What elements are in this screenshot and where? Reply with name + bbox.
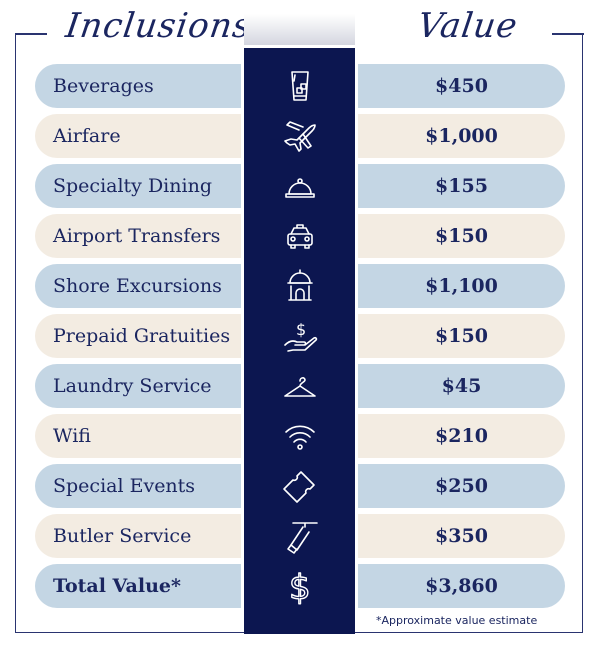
frame-top-right-line [552, 33, 584, 35]
inclusion-label-butler-service: Butler Service [35, 514, 241, 558]
value-shore-excursions: $1,100 [358, 264, 565, 308]
value-airport-transfers: $150 [358, 214, 565, 258]
butler-tray-icon [274, 514, 326, 558]
value-airfare: $1,000 [358, 114, 565, 158]
landmark-icon [274, 264, 326, 308]
glass-ice-icon [274, 64, 326, 108]
inclusion-label-shore-excursions: Shore Excursions [35, 264, 241, 308]
inclusion-label-airport-transfers: Airport Transfers [35, 214, 241, 258]
inclusion-label-specialty-dining: Specialty Dining [35, 164, 241, 208]
inclusion-label-laundry-service: Laundry Service [35, 364, 241, 408]
value-prepaid-gratuities: $150 [358, 314, 565, 358]
value-special-events: $250 [358, 464, 565, 508]
value-wifi: $210 [358, 414, 565, 458]
ticket-icon [274, 464, 326, 508]
icon-column [244, 48, 355, 634]
inclusion-label-airfare: Airfare [35, 114, 241, 158]
inclusions-heading: Inclusions [63, 6, 255, 46]
inclusion-label-wifi: Wifi [35, 414, 241, 458]
inclusion-label-special-events: Special Events [35, 464, 241, 508]
value-heading: Value [415, 6, 521, 46]
frame-top-left-line [15, 33, 47, 35]
hand-dollar-icon: $ [274, 314, 326, 358]
value-total-value: $3,860 [358, 564, 565, 608]
value-specialty-dining: $155 [358, 164, 565, 208]
airplane-icon [274, 114, 326, 158]
svg-text:$: $ [296, 320, 306, 339]
taxi-icon [274, 214, 326, 258]
value-butler-service: $350 [358, 514, 565, 558]
inclusion-label-total-value: Total Value* [35, 564, 241, 608]
value-beverages: $450 [358, 64, 565, 108]
cloche-icon [274, 164, 326, 208]
wifi-icon [274, 414, 326, 458]
dollar-icon: $ [274, 564, 326, 608]
inclusion-label-beverages: Beverages [35, 64, 241, 108]
svg-text:$: $ [289, 568, 311, 605]
inclusion-label-prepaid-gratuities: Prepaid Gratuities [35, 314, 241, 358]
hanger-icon [274, 364, 326, 408]
column-fade [244, 14, 355, 45]
value-laundry-service: $45 [358, 364, 565, 408]
footnote: *Approximate value estimate [376, 614, 538, 627]
